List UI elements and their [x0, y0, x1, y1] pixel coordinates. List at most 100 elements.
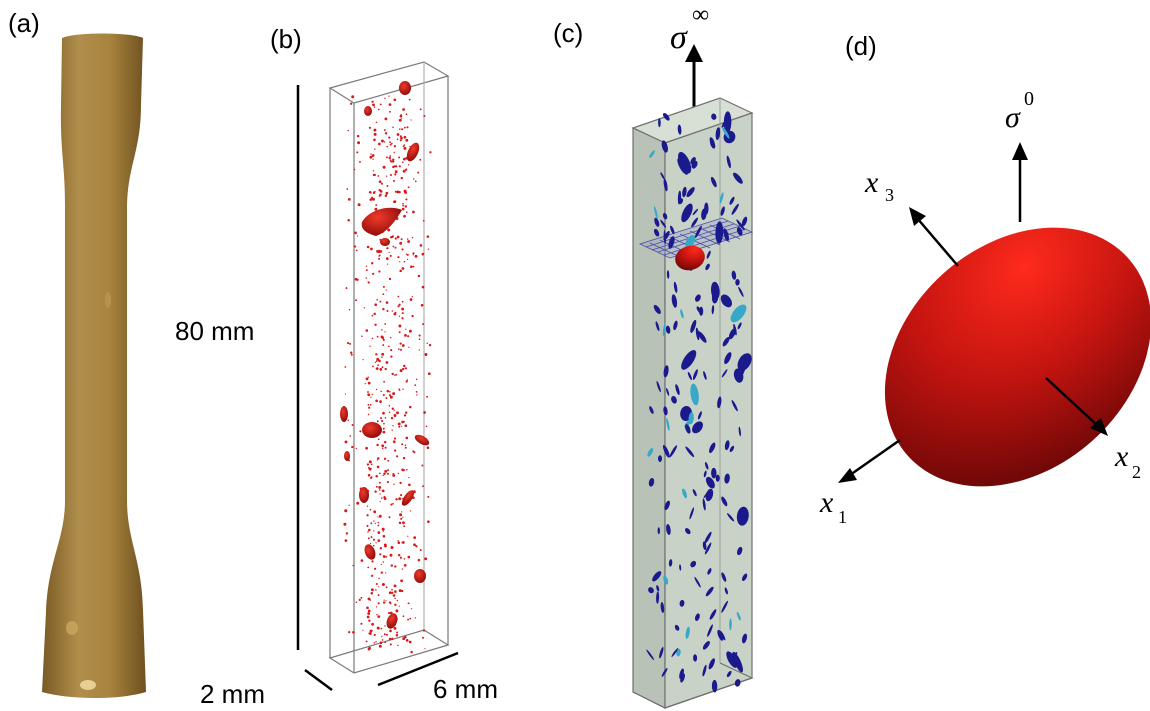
pore: [705, 263, 710, 271]
pore-speck: [402, 157, 406, 161]
pore-speck: [348, 308, 351, 311]
pore-speck: [382, 411, 385, 415]
pore-speck: [374, 490, 377, 493]
pore-speck: [374, 190, 376, 193]
pore-speck: [368, 646, 371, 650]
pore-speck: [368, 460, 372, 464]
pore-speck: [396, 235, 400, 239]
pore-speck: [368, 406, 371, 409]
pore-speck: [356, 134, 360, 138]
cross-section-mesh: [638, 217, 754, 259]
pore-speck: [372, 103, 375, 107]
pore-speck: [419, 549, 422, 551]
pore-speck: [379, 400, 382, 403]
pore-speck: [345, 287, 348, 290]
width-dimension-line: [377, 651, 459, 687]
pore: [686, 187, 695, 198]
pore-speck: [392, 200, 396, 204]
pore: [741, 633, 748, 644]
pore: [364, 106, 372, 116]
pore-speck: [408, 483, 411, 487]
pore: [692, 421, 703, 434]
pore-speck: [356, 501, 360, 505]
pore-speck: [389, 643, 392, 646]
pore: [694, 576, 701, 588]
pore: [671, 294, 678, 308]
pore-speck: [394, 603, 397, 606]
pore-speck: [400, 114, 403, 117]
pore-speck: [396, 631, 399, 634]
pore-speck: [388, 611, 391, 615]
pore: [731, 203, 739, 215]
pore-speck: [388, 277, 392, 281]
pore-speck: [393, 437, 397, 440]
pore-speck: [382, 394, 385, 396]
pore-speck: [383, 129, 386, 131]
pore-speck: [360, 559, 364, 562]
pore-speck: [393, 626, 397, 630]
pore-speck: [376, 335, 379, 338]
pore-speck: [396, 411, 399, 415]
pore-speck: [404, 205, 407, 208]
pore-speck: [382, 338, 385, 341]
pore-speck: [427, 248, 430, 250]
pore-speck: [373, 138, 376, 142]
pore-speck: [371, 393, 373, 396]
pore: [717, 396, 722, 409]
pore: [717, 629, 724, 641]
pore-speck: [385, 397, 388, 400]
pore-speck: [355, 447, 357, 450]
pore-speck: [393, 98, 397, 102]
pore-speck: [396, 599, 399, 602]
pore-speck: [366, 245, 370, 249]
pore-speck: [407, 602, 410, 605]
pore-speck: [347, 419, 349, 422]
pore-speck: [419, 108, 422, 111]
pore-speck: [399, 513, 403, 517]
pore-speck: [366, 463, 370, 466]
pore-speck: [384, 97, 386, 100]
pore-speck: [381, 329, 383, 331]
pore-speck: [376, 459, 379, 461]
pore: [685, 528, 691, 535]
pore-speck: [375, 388, 378, 391]
pore-speck: [396, 138, 399, 141]
pore-speck: [385, 257, 389, 260]
pore-speck: [386, 263, 389, 265]
pore-speck: [386, 389, 390, 393]
pore-speck: [424, 557, 428, 561]
pore-speck: [382, 561, 385, 563]
pore-speck: [392, 594, 396, 597]
pore-speck: [399, 481, 402, 485]
pore-speck: [397, 472, 400, 475]
pore-speck: [371, 337, 374, 340]
pore-speck: [375, 583, 378, 585]
pore-speck: [379, 489, 381, 491]
pore-speck: [373, 173, 376, 177]
pore-speck: [378, 270, 381, 273]
pore-speck: [422, 636, 424, 639]
pore: [386, 613, 398, 629]
pore: [709, 442, 716, 454]
pore: [669, 445, 678, 458]
pore-speck: [426, 395, 429, 398]
pore: [728, 327, 737, 340]
axis-x1-label: x: [819, 486, 834, 519]
pore-speck: [402, 108, 405, 111]
pore-speck: [409, 617, 412, 620]
pore-speck: [399, 556, 402, 559]
pore-speck: [410, 119, 412, 121]
pore-speck: [387, 459, 390, 462]
pore-speck: [421, 285, 425, 289]
pore: [706, 250, 711, 259]
pore-speck: [370, 543, 372, 545]
pore-speck: [386, 302, 388, 304]
pore: [340, 406, 348, 422]
pore: [709, 609, 717, 620]
pore-speck: [372, 544, 375, 547]
pore-speck: [394, 590, 397, 593]
pore-speck: [378, 359, 381, 363]
pore-speck: [347, 129, 349, 132]
pore: [721, 496, 728, 507]
pore: [737, 353, 752, 371]
